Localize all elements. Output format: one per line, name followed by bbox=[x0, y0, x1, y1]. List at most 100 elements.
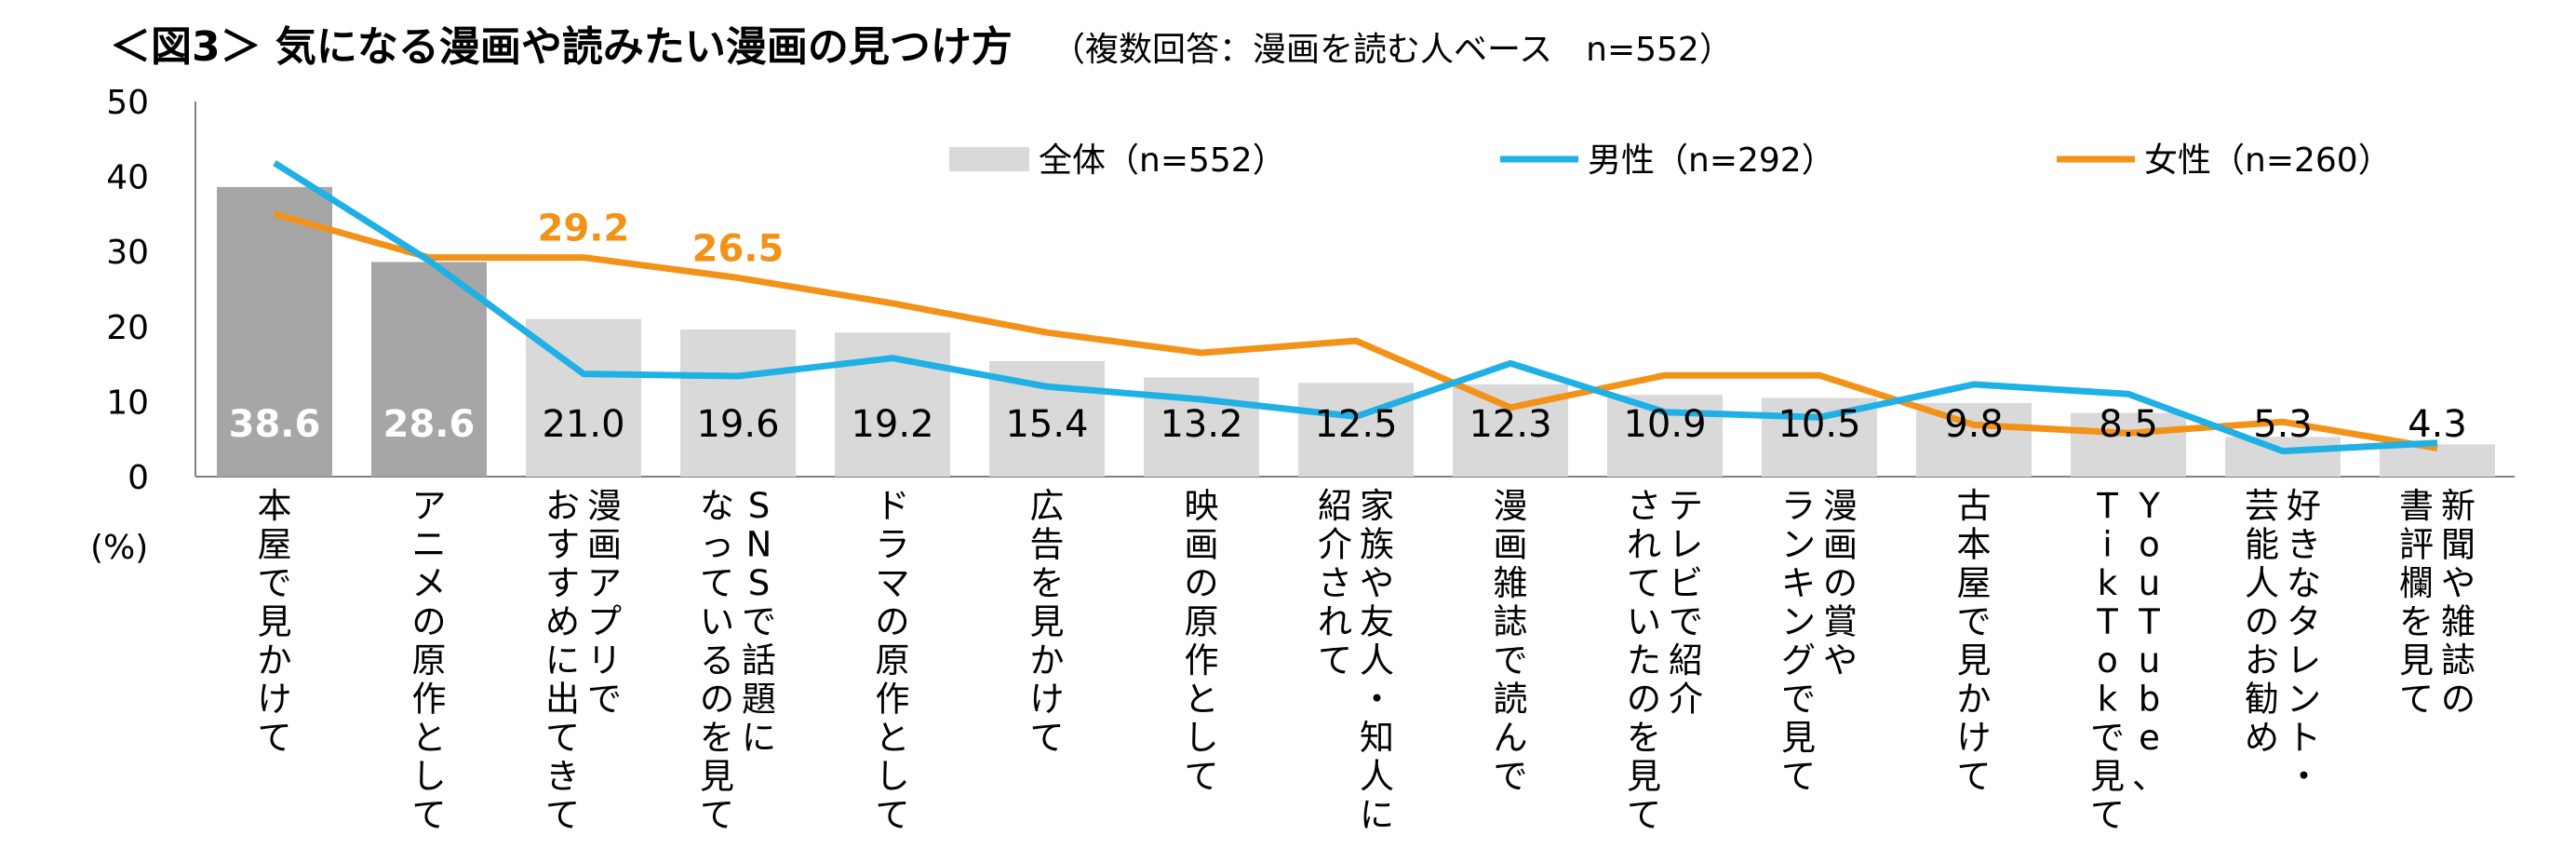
x-category-glyph: お bbox=[2245, 640, 2279, 681]
bar-value-label: 5.3 bbox=[2253, 403, 2313, 446]
x-category-glyph: す bbox=[545, 563, 580, 603]
x-category-glyph: 読 bbox=[1494, 680, 1528, 720]
x-category-glyph: 画 bbox=[587, 525, 622, 565]
x-category-glyph: と bbox=[1185, 680, 1219, 720]
x-category-glyph: し bbox=[1185, 718, 1219, 758]
x-category-glyph: 本 bbox=[258, 486, 292, 526]
x-category-glyph: 作 bbox=[876, 680, 910, 720]
x-category-glyph: 、 bbox=[2132, 757, 2167, 797]
x-category-glyph: 見 bbox=[1781, 718, 1816, 758]
bar-value-label: 12.3 bbox=[1469, 403, 1551, 446]
bar bbox=[2071, 412, 2186, 477]
x-category-glyph: 告 bbox=[1030, 525, 1065, 565]
bar-value-label: 4.3 bbox=[2408, 403, 2467, 446]
x-category-glyph: て bbox=[1957, 757, 1992, 797]
x-category-glyph: の bbox=[700, 680, 734, 720]
x-category-glyph: 作 bbox=[412, 680, 447, 720]
x-category-glyph: 評 bbox=[2399, 525, 2434, 565]
x-category-glyph: 作 bbox=[1185, 640, 1219, 681]
x-category-glyph: レ bbox=[1669, 525, 1703, 565]
x-category-glyph: の bbox=[1185, 563, 1219, 603]
x-category-glyph: と bbox=[876, 718, 910, 758]
x-category-glyph: で bbox=[587, 680, 622, 720]
x-category-glyph: ア bbox=[412, 486, 447, 526]
x-category-glyph: し bbox=[412, 757, 447, 797]
x-category-glyph: キ bbox=[1781, 563, 1816, 603]
x-category-glyph: k bbox=[2098, 680, 2118, 720]
bar-value-label: 8.5 bbox=[2099, 403, 2158, 446]
x-category-glyph: 屋 bbox=[1957, 563, 1992, 603]
x-category-glyph: の bbox=[2441, 680, 2475, 720]
line-value-label: 26.5 bbox=[692, 227, 785, 270]
x-category-glyph: プ bbox=[587, 602, 622, 642]
x-category-glyph: め bbox=[545, 602, 580, 642]
x-category-glyph: に bbox=[1360, 795, 1394, 835]
x-category-glyph: て bbox=[1627, 795, 1661, 835]
x-category-glyph: 人 bbox=[1360, 757, 1394, 797]
x-category-glyph: 見 bbox=[1627, 757, 1661, 797]
x-category-glyph: を bbox=[1627, 718, 1661, 758]
x-category-glyph: 雑 bbox=[2441, 602, 2475, 642]
legend-swatch-all bbox=[949, 147, 1029, 171]
x-category-glyph: 漫 bbox=[1494, 486, 1528, 526]
x-category-glyph: マ bbox=[876, 563, 910, 603]
x-category-glyph: に bbox=[742, 718, 776, 758]
x-category-glyph: 見 bbox=[2399, 640, 2434, 681]
bar bbox=[1607, 395, 1723, 477]
percent-unit-label: (%) bbox=[90, 529, 149, 567]
x-category-glyph: S bbox=[748, 563, 771, 603]
x-category-glyph: 紹 bbox=[1318, 486, 1352, 526]
x-category-glyph: か bbox=[1957, 680, 1992, 720]
x-category-glyph: て bbox=[1781, 757, 1816, 797]
x-category-glyph: た bbox=[1627, 640, 1661, 681]
x-category-glyph: の bbox=[876, 602, 910, 642]
x-category-glyph: て bbox=[545, 795, 580, 835]
x-category-glyph: 紹 bbox=[1669, 640, 1703, 681]
bar bbox=[371, 262, 487, 477]
y-tick-label: 40 bbox=[106, 159, 149, 197]
x-category-glyph: の bbox=[2245, 602, 2279, 642]
x-category-glyph: b bbox=[2139, 680, 2161, 720]
x-category-glyph: を bbox=[700, 718, 734, 758]
bar-value-label: 13.2 bbox=[1160, 403, 1242, 446]
x-category-glyph: し bbox=[876, 757, 910, 797]
x-category-glyph: 屋 bbox=[258, 525, 292, 565]
data-labels: 38.6 28.6 21.0 19.6 19.2 15.4 13.2 12.5 12.3 10.9… bbox=[229, 208, 2467, 446]
x-category-glyph: で bbox=[1669, 602, 1703, 642]
x-category-glyph: ニ bbox=[412, 525, 447, 565]
legend-label-all: 全体（n=552） bbox=[1039, 142, 1286, 180]
x-category-glyph: 介 bbox=[1669, 680, 1703, 720]
legend-label-male: 男性（n=292） bbox=[1588, 142, 1835, 180]
legend-label-female: 女性（n=260） bbox=[2144, 142, 2392, 180]
legend: 全体（n=552） 男性（n=292） 女性（n=260） bbox=[949, 142, 2392, 180]
x-category-glyph: タ bbox=[2287, 602, 2321, 642]
x-category-glyph: て bbox=[2399, 680, 2434, 720]
x-category-glyph: 原 bbox=[1185, 602, 1219, 642]
x-category-glyph: と bbox=[412, 718, 447, 758]
x-category-glyph: に bbox=[545, 640, 580, 681]
x-category-glyph: o bbox=[2139, 525, 2160, 565]
x-category-glyph: 能 bbox=[2245, 525, 2279, 565]
bar-value-label: 10.9 bbox=[1623, 403, 1706, 446]
bar-value-label: 12.5 bbox=[1314, 403, 1397, 446]
x-category-glyph: の bbox=[1823, 563, 1858, 603]
y-tick-label: 20 bbox=[106, 309, 149, 347]
x-category-glyph: 勧 bbox=[2245, 680, 2279, 720]
x-category-glyph: e bbox=[2139, 718, 2160, 758]
x-category-glyph: メ bbox=[412, 563, 447, 603]
x-category-glyph: レ bbox=[2287, 640, 2321, 681]
x-category-glyph: で bbox=[742, 602, 776, 642]
chart-title: ＜図3＞ 気になる漫画や読みたい漫画の見つけ方 bbox=[110, 23, 1013, 71]
x-category-glyph: て bbox=[1627, 563, 1661, 603]
